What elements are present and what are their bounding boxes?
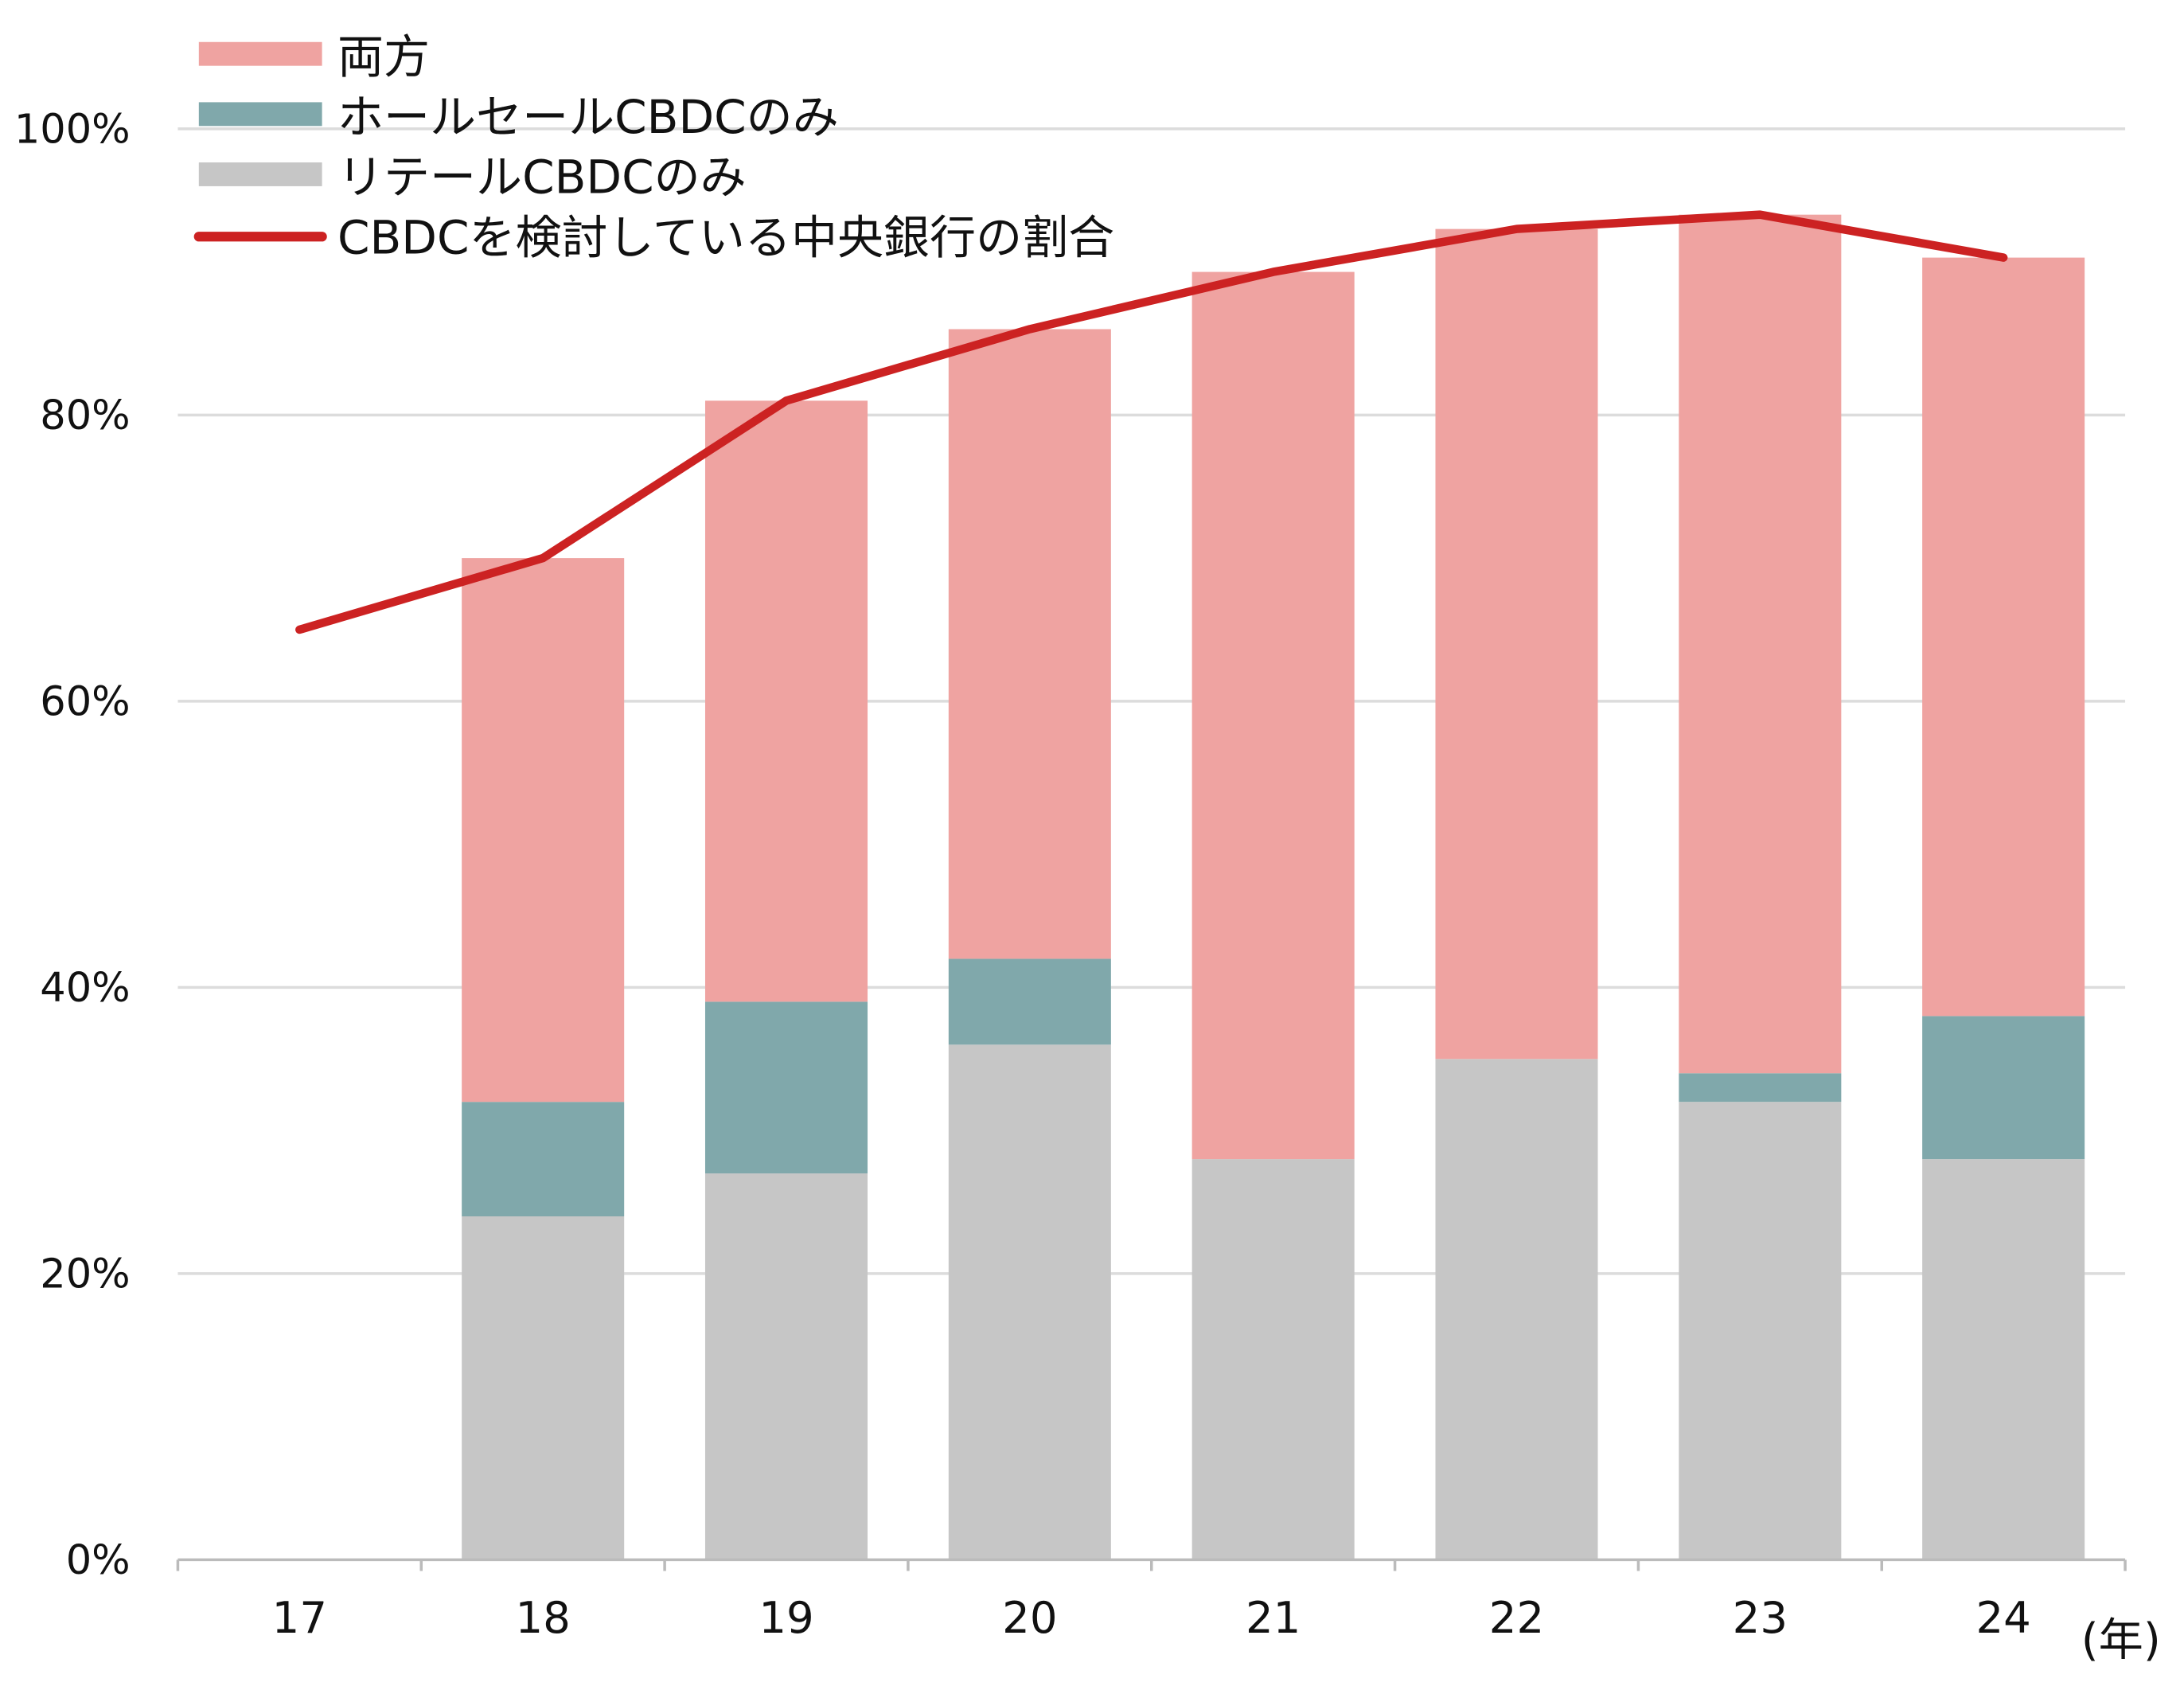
bar-segment	[462, 1216, 625, 1560]
bar-segment	[1922, 1159, 2085, 1560]
legend-label: ホールセールCBDCのみ	[337, 90, 839, 144]
bar-segment	[1191, 271, 1355, 1160]
bar-segment	[704, 400, 868, 1002]
y-tick-label: 40%	[40, 965, 130, 1012]
bar-segment	[1679, 1073, 1842, 1103]
x-tick-label: 20	[1002, 1592, 1057, 1643]
bar-segment	[1191, 1159, 1355, 1560]
bar-segment	[1435, 228, 1598, 1060]
y-tick-label: 80%	[40, 392, 130, 439]
x-tick-label: 24	[1975, 1592, 2030, 1643]
line-series	[295, 210, 2008, 634]
legend-swatch	[198, 41, 322, 66]
bar-segment	[1435, 1059, 1598, 1560]
y-tick-label: 20%	[40, 1251, 130, 1298]
bar-segment	[462, 1102, 625, 1216]
y-tick-label: 100%	[14, 106, 131, 153]
legend-swatch	[198, 102, 322, 127]
bar-segment	[948, 958, 1111, 1045]
bar-segment	[948, 329, 1111, 959]
legend: 両方ホールセールCBDCのみリテールCBDCのみCBDCを検討している中央銀行の…	[193, 29, 1114, 264]
y-tick-label: 60%	[40, 678, 130, 725]
y-axis: 0% 20% 40% 60% 80% 100%	[14, 106, 131, 1584]
x-tick-label: 18	[515, 1592, 570, 1643]
bar-segment	[1922, 1016, 2085, 1160]
bar-segment	[1922, 257, 2085, 1017]
x-tick-label: 21	[1246, 1592, 1301, 1643]
legend-label: 両方	[337, 29, 430, 84]
legend-swatch	[198, 162, 322, 186]
bar-segment	[704, 1001, 868, 1174]
x-tick-label: 23	[1733, 1592, 1788, 1643]
x-tick-label: 22	[1489, 1592, 1544, 1643]
bar-segment	[1679, 214, 1842, 1074]
legend-label: CBDCを検討している中央銀行の割合	[337, 210, 1114, 264]
x-axis: 17 18 19 20 21 22 23 24	[176, 1558, 2127, 1643]
bar-segment	[1679, 1102, 1842, 1560]
bar-segment	[948, 1044, 1111, 1560]
x-unit-label: (年)	[2081, 1614, 2161, 1666]
x-tick-label: 19	[759, 1592, 813, 1643]
bar-segment	[462, 558, 625, 1103]
line-path	[295, 210, 2008, 634]
y-tick-label: 0%	[66, 1537, 131, 1584]
x-tick-label: 17	[272, 1592, 327, 1643]
bars	[462, 214, 2085, 1560]
bar-segment	[704, 1173, 868, 1560]
legend-label: リテールCBDCのみ	[337, 150, 747, 205]
